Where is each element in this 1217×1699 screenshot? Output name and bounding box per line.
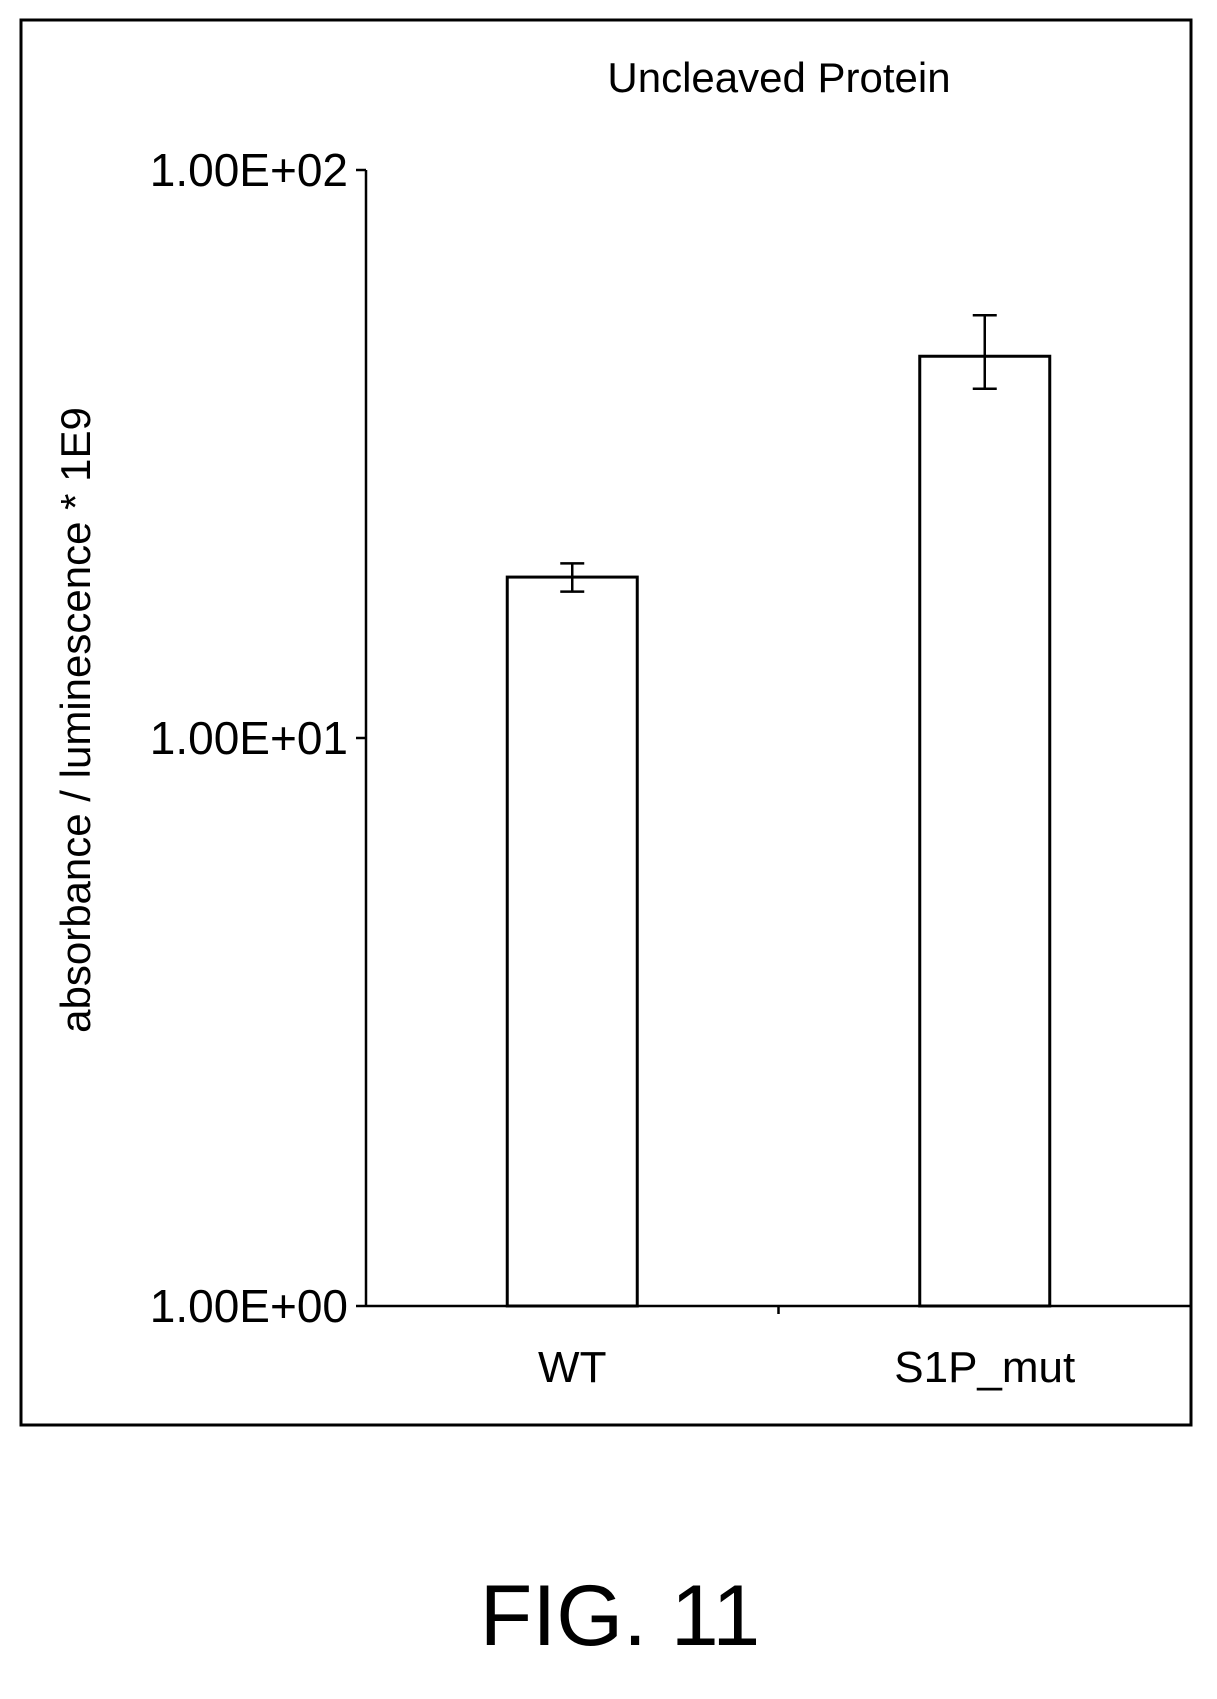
y-ticks: 1.00E+00 1.00E+01 1.00E+02 [150, 144, 366, 1332]
x-ticks: WT S1P_mut [538, 1306, 1193, 1392]
figure-caption: FIG. 11 [480, 1568, 760, 1664]
bars [505, 313, 1052, 1308]
x-category-label: S1P_mut [894, 1343, 1075, 1392]
x-category-label: WT [538, 1343, 606, 1392]
plot-frame [19, 18, 1193, 1427]
y-tick-label: 1.00E+02 [150, 144, 348, 196]
y-tick-label: 1.00E+01 [150, 712, 348, 764]
chart-title: Uncleaved Protein [607, 54, 950, 101]
bar-wt [505, 575, 639, 1308]
y-tick-label: 1.00E+00 [150, 1280, 348, 1332]
bar-s1p-mut [918, 354, 1052, 1308]
y-axis-label: absorbance / luminescence * 1E9 [52, 407, 99, 1033]
